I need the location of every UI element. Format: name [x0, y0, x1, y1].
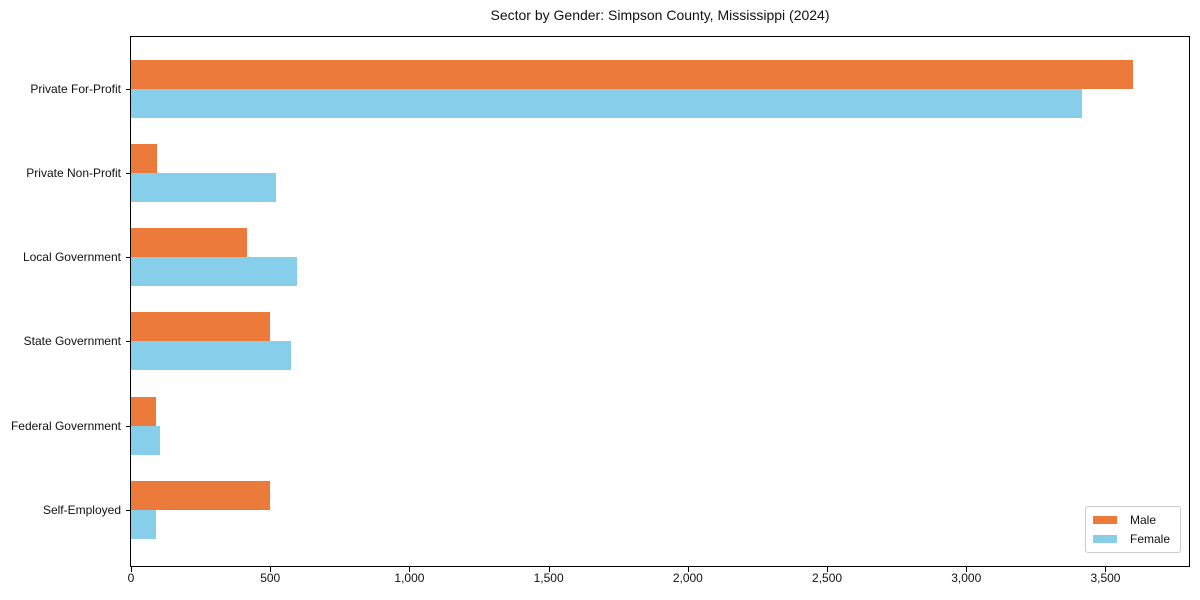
x-axis-tick-label: 3,500 [1090, 571, 1121, 585]
x-axis-tick [1105, 567, 1107, 572]
legend-swatch-male-icon [1092, 516, 1117, 524]
legend: Male Female [1084, 506, 1181, 553]
x-axis-tick-label: 1,000 [394, 571, 425, 585]
x-axis-tick-label: 1,500 [533, 571, 564, 585]
y-axis-tick [126, 425, 131, 427]
x-axis-tick-label: 500 [260, 571, 281, 585]
y-axis-tick [126, 172, 131, 174]
y-axis-tick [126, 88, 131, 90]
y-axis-tick [126, 510, 131, 511]
x-axis-tick-label: 2,000 [672, 571, 703, 585]
bar-female-local-government [131, 257, 297, 287]
x-axis-tick [687, 567, 689, 572]
plot-area: Private For-Profit Private Non-Profit Loca… [11, 36, 1190, 585]
bar-male-self-employed [131, 481, 271, 510]
y-axis-label-private-non-profit: Private Non-Profit [26, 165, 121, 180]
legend-label-female: Female [1129, 532, 1170, 546]
legend-item-male: Male [1092, 513, 1170, 527]
y-axis-tick [126, 257, 131, 259]
bar-male-federal-government [131, 396, 157, 426]
x-axis-tick-label: 2,500 [812, 571, 843, 585]
x-axis-tick [270, 567, 272, 572]
bar-male-local-government [131, 228, 247, 258]
x-axis-tick [131, 567, 132, 572]
bar-female-private-for-profit [131, 88, 1082, 118]
legend-swatch-female-icon [1092, 535, 1117, 543]
bar-female-self-employed [131, 510, 157, 539]
bar-male-private-for-profit [131, 59, 1134, 89]
legend-item-female: Female [1092, 532, 1170, 546]
x-axis-tick [827, 567, 829, 572]
bar-male-private-non-profit [131, 143, 158, 173]
chart-title: Sector by Gender: Simpson County, Missis… [490, 7, 830, 23]
bar-female-state-government [131, 341, 292, 371]
x-axis-tick [966, 567, 968, 572]
x-axis-tick [548, 567, 550, 572]
y-axis-label-self-employed: Self-Employed [42, 503, 121, 517]
y-axis-label-federal-government: Federal Government [10, 418, 121, 433]
legend-label-male: Male [1129, 513, 1156, 527]
bar-female-private-non-profit [131, 172, 276, 202]
x-axis-tick-label: 0 [127, 571, 135, 585]
y-axis-label-private-for-profit: Private For-Profit [30, 81, 121, 96]
y-axis-label-state-government: State Government [23, 334, 121, 349]
y-axis-tick [126, 341, 131, 343]
x-axis-tick-label: 3,000 [951, 571, 982, 585]
bar-male-state-government [131, 312, 271, 342]
bar-female-federal-government [131, 425, 161, 455]
x-axis-tick [409, 567, 411, 572]
y-axis-label-local-government: Local Government [22, 250, 121, 265]
